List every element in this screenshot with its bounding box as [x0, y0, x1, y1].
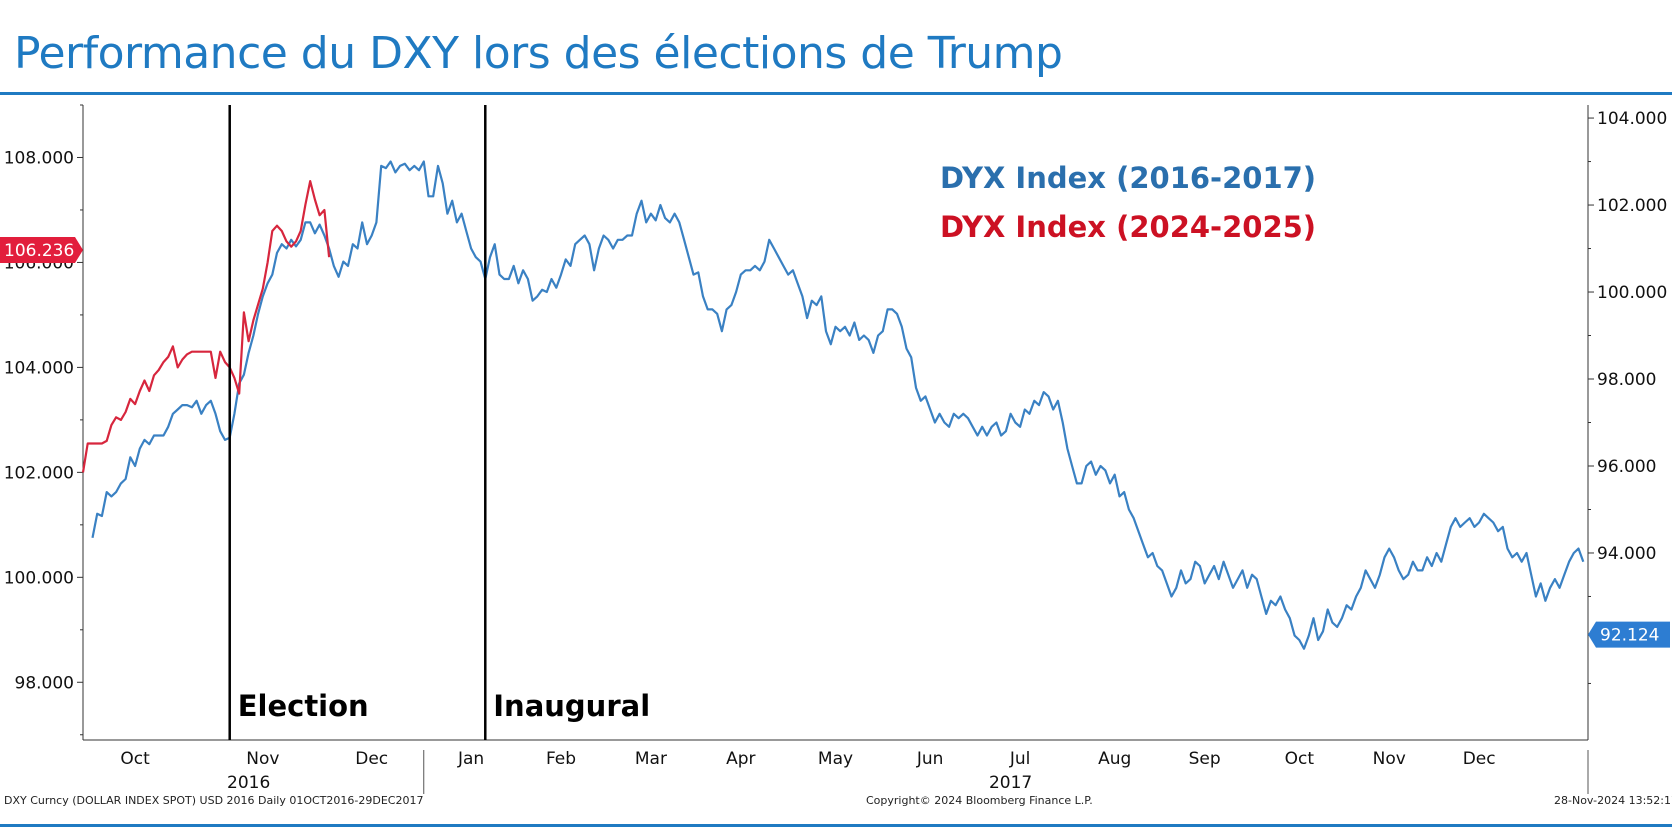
x-year-label: 2017: [989, 773, 1032, 793]
footer-copyright: Copyright© 2024 Bloomberg Finance L.P.: [866, 794, 1093, 807]
x-month-label: Aug: [1098, 749, 1131, 769]
left-tick-label: 104.000: [4, 358, 74, 378]
left-value-badge-label: 106.236: [4, 241, 74, 261]
right-tick-label: 98.000: [1597, 370, 1656, 390]
left-tick-label: 108.000: [4, 148, 74, 168]
x-month-label: Dec: [1463, 749, 1496, 769]
x-year-label: 2016: [227, 773, 270, 793]
left-tick-label: 100.000: [4, 568, 74, 588]
legend-entry-2024-2025: DYX Index (2024-2025): [940, 210, 1316, 244]
events-layer: Election Inaugural: [228, 105, 650, 740]
event-label: Inaugural: [493, 689, 650, 723]
x-month-label: Jun: [916, 749, 944, 769]
series-layer: [81, 160, 1585, 650]
title-underline: [0, 92, 1672, 95]
right-tick-label: 100.000: [1597, 283, 1667, 303]
x-month-label: Oct: [1285, 749, 1315, 769]
x-month-label: Feb: [546, 749, 576, 769]
x-month-label: Jan: [457, 749, 484, 769]
x-month-label: Sep: [1189, 749, 1221, 769]
x-month-label: Jul: [1009, 749, 1031, 769]
x-month-label: May: [818, 749, 853, 769]
page-title: Performance du DXY lors des élections de…: [14, 28, 1063, 79]
series-line-2024-2025: [81, 180, 331, 473]
x-month-label: Dec: [355, 749, 388, 769]
right-tick-label: 104.000: [1597, 109, 1667, 129]
badge-layer: 106.236 92.124: [0, 237, 1670, 648]
right-tick-label: 94.000: [1597, 544, 1656, 564]
x-month-label: Nov: [1373, 749, 1406, 769]
right-tick-label: 102.000: [1597, 196, 1667, 216]
series-line-2016-2017: [91, 160, 1585, 650]
event-label: Election: [238, 689, 369, 723]
left-value-badge: [0, 237, 83, 264]
x-month-label: Oct: [120, 749, 150, 769]
x-month-label: Apr: [726, 749, 755, 769]
footer-timestamp: 28-Nov-2024 13:52:17: [1554, 794, 1672, 807]
x-month-label: Nov: [246, 749, 279, 769]
bottom-rule: [0, 824, 1672, 827]
x-month-label: Mar: [635, 749, 667, 769]
axes-layer: 98.000100.000102.000104.000106.000108.00…: [4, 104, 1667, 794]
right-value-badge-label: 92.124: [1600, 626, 1659, 646]
left-tick-label: 98.000: [15, 673, 74, 693]
legend-layer: DYX Index (2016-2017) DYX Index (2024-20…: [940, 161, 1316, 244]
footer-source: DXY Curncy (DOLLAR INDEX SPOT) USD 2016 …: [4, 794, 424, 807]
legend-entry-2016-2017: DYX Index (2016-2017): [940, 161, 1316, 195]
left-tick-label: 102.000: [4, 463, 74, 483]
right-value-badge: [1588, 621, 1670, 648]
right-tick-label: 96.000: [1597, 457, 1656, 477]
